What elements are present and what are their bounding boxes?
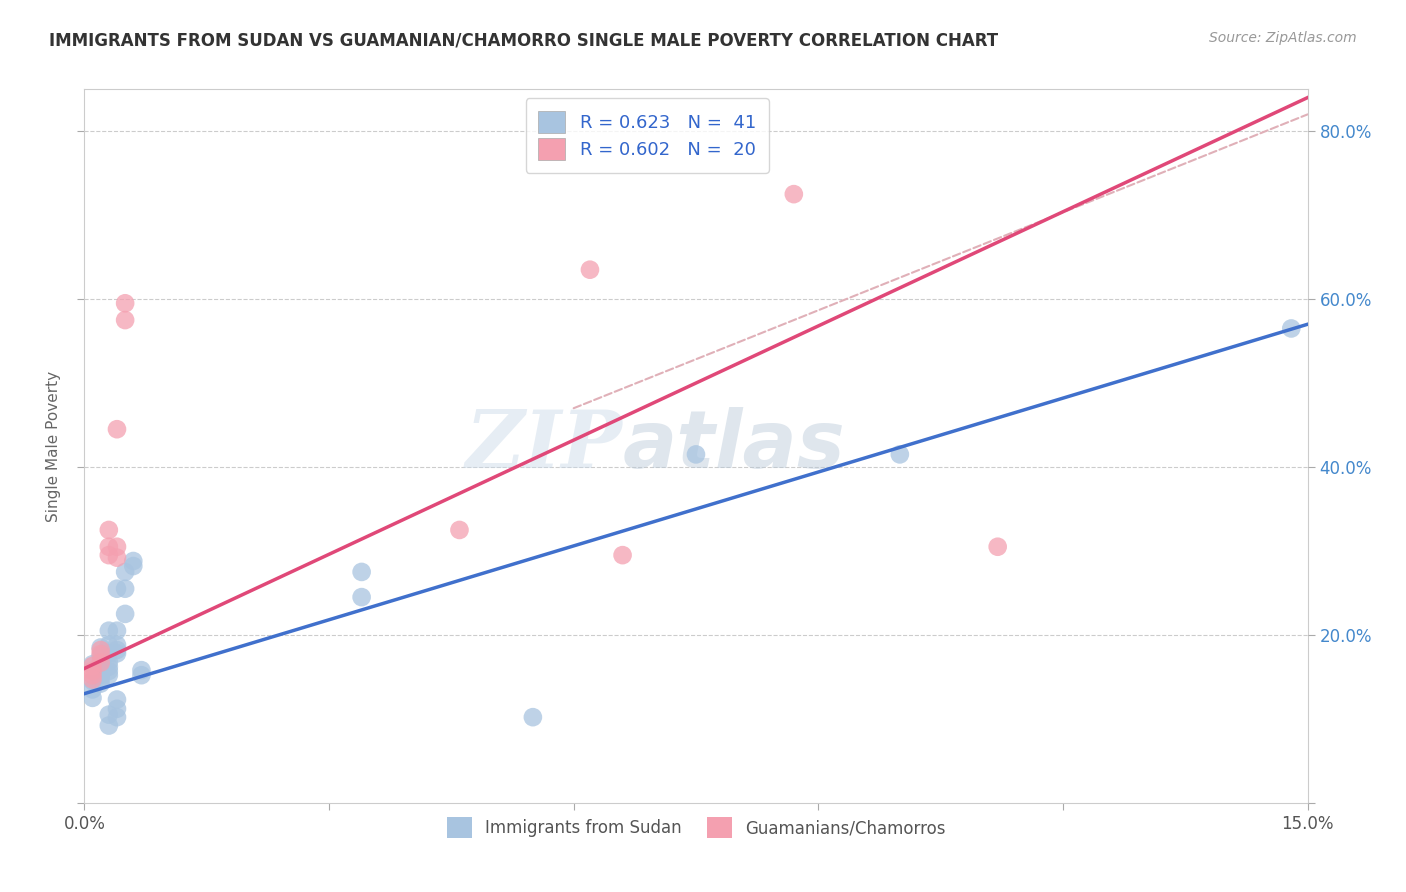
Text: ZIP: ZIP [465,408,623,484]
Point [97,718,120,732]
Point [82,674,104,689]
Point [114,607,136,621]
Point [105,422,128,436]
Point [82,659,104,673]
Point [90,657,112,672]
Point [82,657,104,672]
Point [105,710,128,724]
Y-axis label: Single Male Poverty: Single Male Poverty [46,370,62,522]
Point [90,648,112,663]
Point [105,643,128,657]
Point [783,187,806,202]
Point [97,664,120,678]
Point [105,638,128,652]
Point [97,655,120,669]
Point [82,673,104,687]
Point [114,313,136,327]
Point [114,565,136,579]
Point [105,550,128,565]
Point [97,707,120,722]
Point [350,565,373,579]
Point [90,656,112,670]
Point [105,624,128,638]
Text: Source: ZipAtlas.com: Source: ZipAtlas.com [1209,31,1357,45]
Text: IMMIGRANTS FROM SUDAN VS GUAMANIAN/CHAMORRO SINGLE MALE POVERTY CORRELATION CHAR: IMMIGRANTS FROM SUDAN VS GUAMANIAN/CHAMO… [49,31,998,49]
Point [90,676,112,690]
Point [90,668,112,682]
Point [685,447,707,461]
Point [889,447,911,461]
Point [82,668,104,682]
Point [97,660,120,674]
Point [105,646,128,660]
Point [987,540,1010,554]
Point [114,582,136,596]
Point [90,664,112,678]
Point [97,548,120,562]
Legend: Immigrants from Sudan, Guamanians/Chamorros: Immigrants from Sudan, Guamanians/Chamor… [440,811,952,845]
Point [97,668,120,682]
Point [82,690,104,705]
Point [97,646,120,660]
Point [522,710,544,724]
Point [90,647,112,661]
Point [579,262,602,277]
Point [105,582,128,596]
Point [97,624,120,638]
Point [131,663,153,677]
Point [97,638,120,652]
Point [82,664,104,678]
Point [114,296,136,310]
Point [122,554,145,568]
Point [105,540,128,554]
Point [612,548,634,562]
Point [97,540,120,554]
Point [90,672,112,686]
Point [105,692,128,706]
Point [90,643,112,657]
Point [1279,321,1302,335]
Point [90,640,112,655]
Point [449,523,471,537]
Point [82,682,104,697]
Point [131,668,153,682]
Point [122,559,145,574]
Point [350,590,373,604]
Point [97,523,120,537]
Text: atlas: atlas [623,407,845,485]
Point [105,702,128,716]
